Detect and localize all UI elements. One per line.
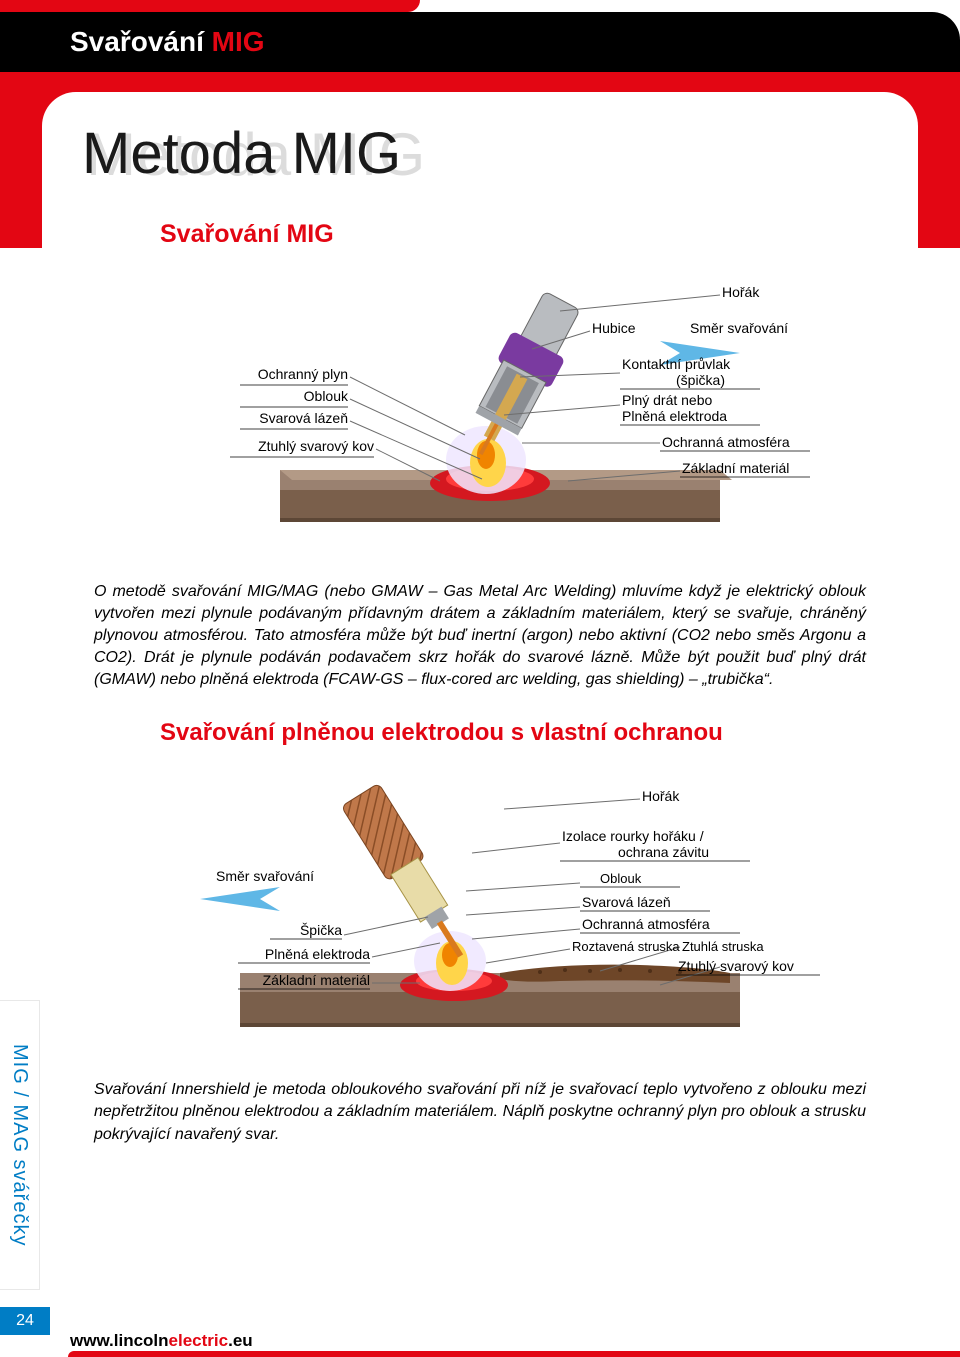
footer-url: www.lincolnelectric.eu: [70, 1331, 253, 1351]
d1-r4b: (špička): [676, 372, 725, 388]
footer-bar: [68, 1351, 960, 1357]
footer-p2: lincoln: [114, 1331, 169, 1350]
side-tab: MIG / MAG svářečky: [0, 1000, 40, 1290]
side-tab-label: MIG / MAG svářečky: [8, 1044, 31, 1246]
d1-l1: Ochranný plyn: [258, 366, 348, 382]
page-number: 24: [0, 1307, 50, 1335]
labels-left-2: Směr svařování Špička Plněná elektroda Z…: [216, 868, 370, 989]
d2-r4: Svarová lázeň: [582, 894, 671, 910]
d2-r6: Roztavená struska: [572, 939, 680, 954]
labels-right-2: Hořák Izolace rourky hořáku / ochrana zá…: [560, 788, 820, 975]
d1-r7: Základní materiál: [682, 460, 789, 476]
title-main: Metoda MIG: [82, 120, 401, 187]
d2-r2b: ochrana závitu: [618, 844, 709, 860]
footer-p4: .eu: [228, 1331, 253, 1350]
d2-l1: Směr svařování: [216, 868, 314, 884]
d1-r5b: Plněná elektroda: [622, 408, 727, 424]
footer-p1: www.: [70, 1331, 114, 1350]
d1-r2: Hubice: [592, 320, 636, 336]
d1-r5a: Plný drát nebo: [622, 392, 712, 408]
page-card: Metoda MIG Metoda MIG Svařování MIG: [42, 92, 918, 1312]
header-title: Svařování MIG: [0, 12, 960, 58]
d1-r1: Hořák: [722, 284, 760, 300]
d1-l3: Svarová lázeň: [259, 410, 348, 426]
arc: [470, 439, 506, 487]
d1-r4a: Kontaktní průvlak: [622, 356, 731, 372]
labels-left: Ochranný plyn Oblouk Svarová lázeň Ztuhl…: [230, 366, 374, 457]
d2-l3: Plněná elektroda: [265, 946, 370, 962]
diagram-fcaw: Směr svařování Špička Plněná elektroda Z…: [120, 767, 840, 1057]
direction-arrow-left-icon: [200, 887, 280, 911]
paragraph-2: Svařování Innershield je metoda obloukov…: [94, 1079, 866, 1145]
section-2-title: Svařování plněnou elektrodou s vlastní o…: [160, 719, 878, 747]
d2-r2a: Izolace rourky hořáku /: [562, 828, 704, 844]
diagram-mig: Ochranný plyn Oblouk Svarová lázeň Ztuhl…: [120, 265, 840, 555]
d2-r7: Ztuhlá struska: [682, 939, 764, 954]
footer-p3: electric: [169, 1331, 229, 1350]
d2-r1: Hořák: [642, 788, 680, 804]
d2-l2: Špička: [300, 922, 342, 938]
d2-l4: Základní materiál: [263, 972, 370, 988]
d2-r8: Ztuhlý svarový kov: [678, 958, 794, 974]
subtitle: Svařování MIG: [160, 220, 878, 249]
title-block: Metoda MIG Metoda MIG: [82, 126, 878, 212]
d1-l2: Oblouk: [304, 388, 349, 404]
d1-r3: Směr svařování: [690, 320, 788, 336]
d1-l4: Ztuhlý svarový kov: [258, 438, 374, 454]
top-accent-bar: [0, 0, 420, 12]
header-title-white: Svařování: [70, 26, 212, 57]
page-header: Svařování MIG: [0, 12, 960, 72]
paragraph-1: O metodě svařování MIG/MAG (nebo GMAW – …: [94, 581, 866, 691]
d1-r6: Ochranná atmosféra: [662, 434, 790, 450]
d2-r3: Oblouk: [600, 871, 642, 886]
d2-r5: Ochranná atmosféra: [582, 916, 710, 932]
labels-right: Hořák Hubice Směr svařování Kontaktní pr…: [592, 284, 810, 477]
header-title-red: MIG: [212, 26, 265, 57]
